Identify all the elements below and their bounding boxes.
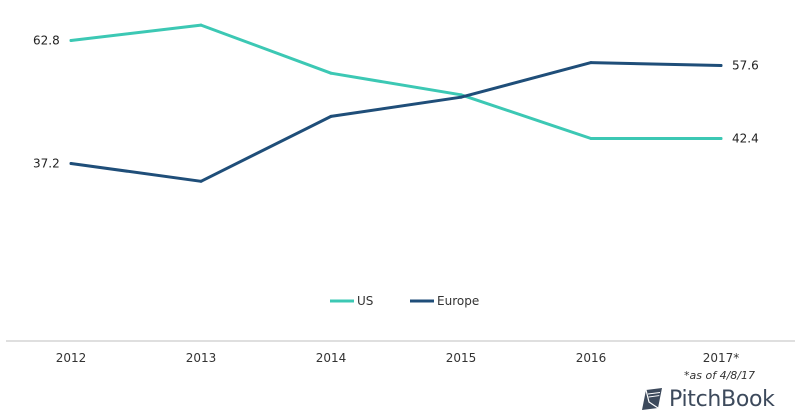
data-point-europe-3 — [459, 95, 463, 99]
data-label-europe-0: 37.2 — [33, 157, 60, 171]
data-label-us-5: 42.4 — [732, 132, 759, 146]
data-point-us-2 — [329, 71, 333, 75]
data-point-us-5 — [719, 137, 723, 140]
data-point-europe-2 — [329, 114, 333, 118]
pitchbook-logo-icon — [642, 388, 662, 410]
data-point-europe-4 — [589, 61, 593, 65]
series-line-us — [69, 23, 723, 140]
legend: US Europe — [330, 294, 479, 308]
brand-logo: PitchBook — [640, 384, 775, 414]
x-tick-labels: 2012 2013 2014 2015 2016 2017* — [56, 351, 740, 365]
data-label-us-0: 62.8 — [33, 34, 60, 48]
series-line-europe — [69, 61, 723, 183]
x-tick-label: 2012 — [56, 351, 87, 365]
x-tick-label: 2016 — [576, 351, 607, 365]
data-point-us-4 — [589, 137, 593, 140]
data-point-us-1 — [199, 23, 203, 27]
x-tick-label: 2017* — [703, 351, 740, 365]
data-label-layer: 62.8 37.2 57.6 42.4 — [33, 34, 759, 171]
legend-label-europe: Europe — [437, 294, 479, 308]
series-layer — [69, 23, 723, 183]
brand-name: PitchBook — [669, 386, 775, 412]
data-point-europe-0 — [69, 162, 73, 165]
data-point-us-0 — [69, 39, 73, 42]
data-point-europe-1 — [199, 179, 203, 183]
x-tick-label: 2015 — [446, 351, 477, 365]
legend-label-us: US — [357, 294, 373, 308]
x-tick-label: 2014 — [316, 351, 347, 365]
footnote: *as of 4/8/17 — [684, 369, 755, 382]
data-label-europe-5: 57.6 — [732, 58, 759, 72]
x-tick-label: 2013 — [186, 351, 217, 365]
data-point-europe-5 — [719, 64, 723, 67]
